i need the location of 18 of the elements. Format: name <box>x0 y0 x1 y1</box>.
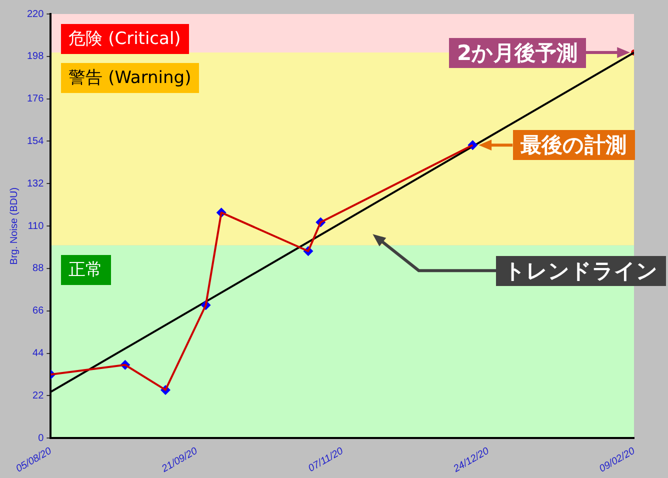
annotation: 2か月後予測 <box>449 38 586 68</box>
y-tick-label: 66 <box>32 306 44 317</box>
annotation: 最後の計測 <box>512 130 635 160</box>
y-tick-label: 44 <box>32 348 44 360</box>
y-tick-label: 220 <box>26 8 44 20</box>
y-tick-label: 154 <box>26 136 44 147</box>
y-tick-label: 132 <box>26 178 44 190</box>
band-label: 警告 (Warning) <box>60 62 200 93</box>
y-tick-label: 0 <box>38 432 44 444</box>
y-tick-label: 110 <box>28 220 44 232</box>
band-label: 正常 <box>60 255 111 286</box>
y-tick-label: 88 <box>32 263 44 274</box>
annotation: トレンドライン <box>496 256 666 286</box>
y-axis-title: Brg. Noise (BDU) <box>8 187 20 265</box>
y-tick-label: 22 <box>32 390 44 402</box>
band-label: 危険 (Critical) <box>60 24 189 54</box>
y-tick-label: 176 <box>26 94 44 105</box>
y-tick-label: 198 <box>26 51 44 62</box>
